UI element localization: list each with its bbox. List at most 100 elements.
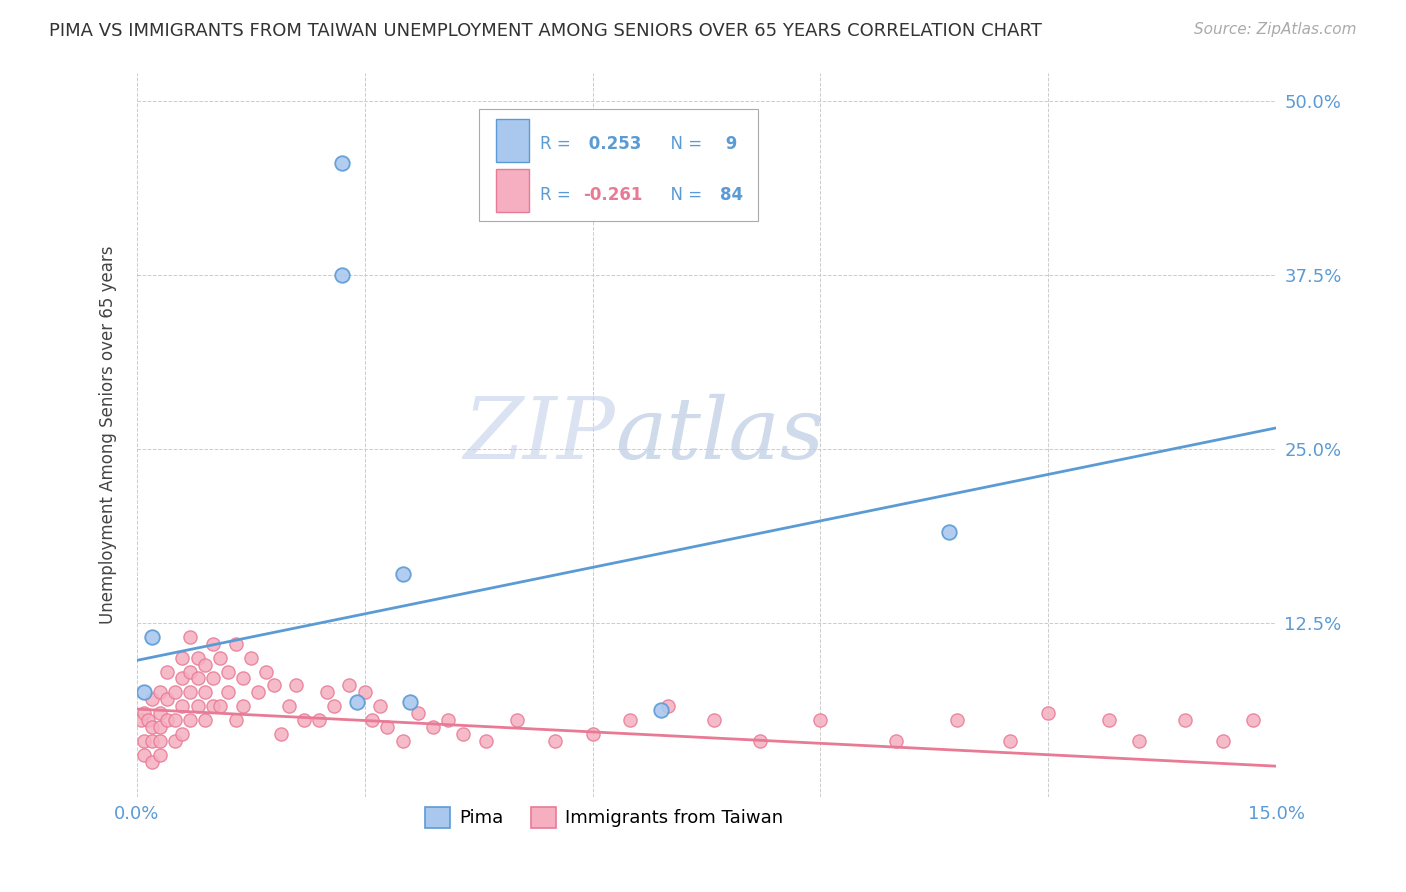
Point [453,727,475,741]
Point [187,650,209,665]
Point [194,657,217,672]
Point [247,685,270,699]
Point [156,713,179,727]
Point [543,734,565,748]
Point [187,672,209,686]
Point [201,699,224,714]
Point [201,637,224,651]
Point [308,713,330,727]
Text: 9: 9 [720,136,738,153]
FancyBboxPatch shape [478,109,758,221]
Text: Source: ZipAtlas.com: Source: ZipAtlas.com [1194,22,1357,37]
Point [149,720,172,734]
Point [217,685,239,699]
Point [217,665,239,679]
Point [884,734,907,748]
Text: atlas: atlas [616,393,824,476]
Point [475,734,498,748]
Point [134,734,156,748]
Point [141,720,163,734]
Point [346,695,368,709]
Point [156,692,179,706]
Point [225,713,247,727]
Point [285,678,308,692]
Point [179,685,201,699]
Point [187,699,209,714]
Point [315,685,337,699]
FancyBboxPatch shape [496,169,529,212]
Point [163,685,186,699]
Point [194,713,217,727]
Point [422,720,444,734]
Point [149,734,172,748]
Point [292,713,315,727]
Point [353,685,375,699]
Text: ZIP: ZIP [464,393,616,476]
Point [361,713,384,727]
Text: R =: R = [540,186,576,203]
Point [172,699,194,714]
Point [330,268,353,282]
Point [179,713,201,727]
Point [201,672,224,686]
Point [437,713,460,727]
Point [194,685,217,699]
Text: PIMA VS IMMIGRANTS FROM TAIWAN UNEMPLOYMENT AMONG SENIORS OVER 65 YEARS CORRELAT: PIMA VS IMMIGRANTS FROM TAIWAN UNEMPLOYM… [49,22,1042,40]
Point [141,630,163,644]
Point [141,692,163,706]
Point [1241,713,1264,727]
Text: 0.253: 0.253 [583,136,641,153]
Point [391,567,413,582]
Point [232,672,254,686]
Point [232,699,254,714]
Point [339,678,361,692]
Point [134,747,156,762]
Point [149,747,172,762]
Point [163,713,186,727]
Point [1000,734,1022,748]
Point [136,713,159,727]
Point [657,699,679,714]
Point [134,706,156,721]
Point [399,695,422,709]
Point [209,650,232,665]
Point [1212,734,1234,748]
FancyBboxPatch shape [496,119,529,161]
Point [406,706,429,721]
Point [1038,706,1060,721]
Point [156,665,179,679]
Point [808,713,831,727]
Point [946,713,969,727]
Point [277,699,299,714]
Point [239,650,262,665]
Point [225,637,247,651]
Point [368,699,391,714]
Point [938,525,960,540]
Point [172,650,194,665]
Point [149,706,172,721]
Point [141,734,163,748]
Point [172,672,194,686]
Text: N =: N = [659,186,707,203]
Text: 84: 84 [720,186,744,203]
Point [270,727,292,741]
Point [581,727,603,741]
Point [209,699,232,714]
Point [505,713,527,727]
Point [1098,713,1121,727]
Y-axis label: Unemployment Among Seniors over 65 years: Unemployment Among Seniors over 65 years [100,245,117,624]
Point [330,156,353,170]
Point [1128,734,1150,748]
Point [179,630,201,644]
Text: N =: N = [659,136,707,153]
Point [172,727,194,741]
Point [163,734,186,748]
Point [141,755,163,769]
Point [1174,713,1197,727]
Point [179,665,201,679]
Point [703,713,725,727]
Point [323,699,346,714]
Text: -0.261: -0.261 [583,186,643,203]
Point [129,713,152,727]
Point [254,665,277,679]
